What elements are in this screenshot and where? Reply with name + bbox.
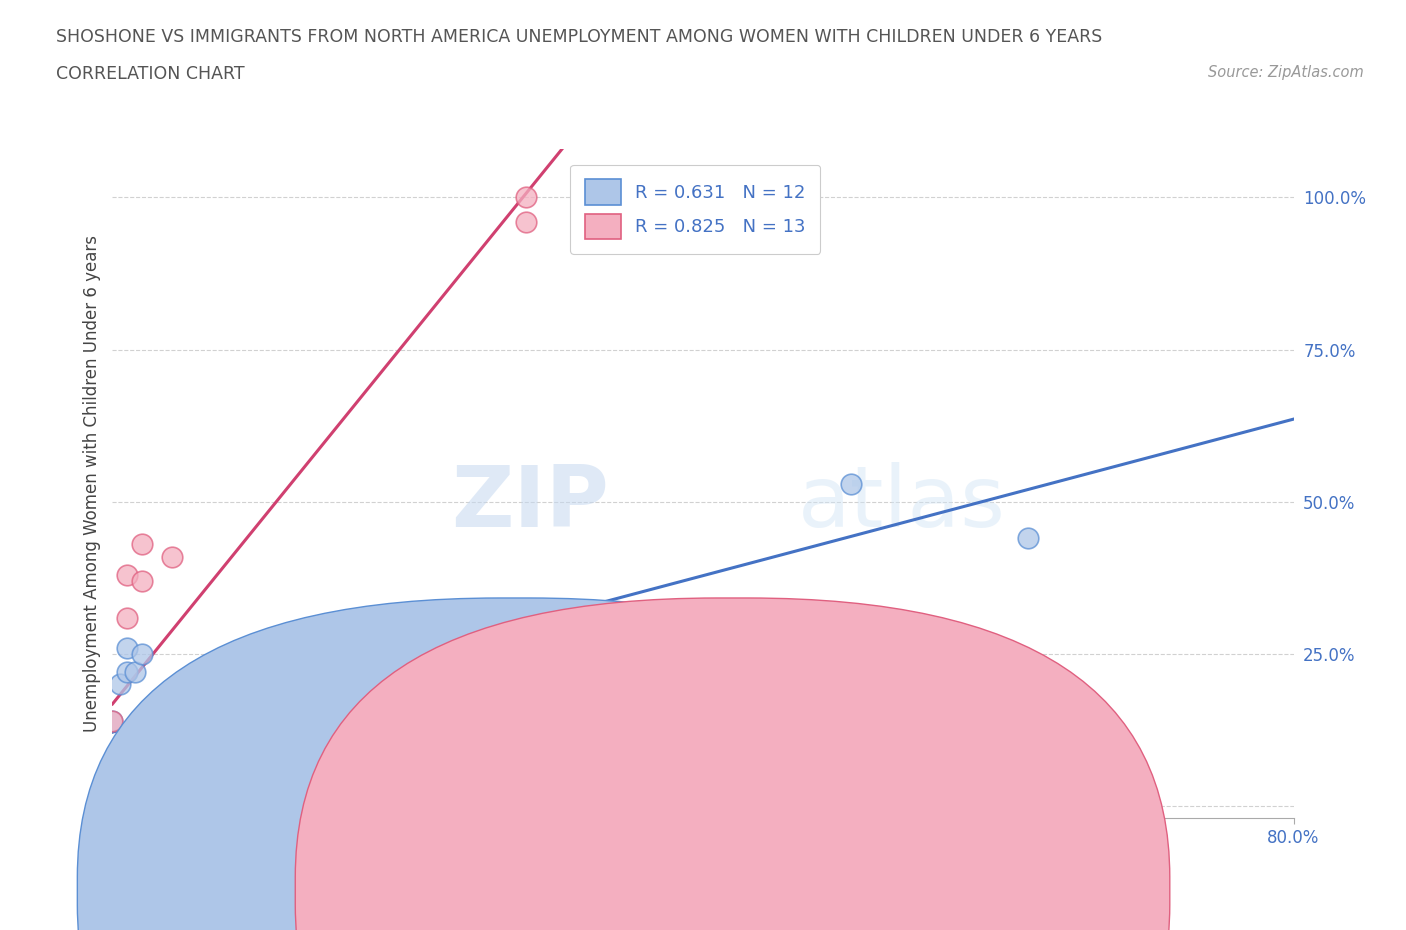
Point [101,799,124,814]
Point [131,537,153,551]
Text: CORRELATION CHART: CORRELATION CHART [56,65,245,83]
Point [101,713,124,728]
Point [117,641,138,656]
Text: Source: ZipAtlas.com: Source: ZipAtlas.com [1208,65,1364,80]
Point [101,799,124,814]
Text: SHOSHONE VS IMMIGRANTS FROM NORTH AMERICA UNEMPLOYMENT AMONG WOMEN WITH CHILDREN: SHOSHONE VS IMMIGRANTS FROM NORTH AMERIC… [56,28,1102,46]
Point [101,756,124,771]
Legend: R = 0.631   N = 12, R = 0.825   N = 13: R = 0.631 N = 12, R = 0.825 N = 13 [571,165,820,254]
Point [117,567,138,582]
Point [117,665,138,680]
Text: Immigrants from North America: Immigrants from North America [756,882,1021,900]
Point [515,190,537,205]
Text: atlas: atlas [797,462,1005,545]
Text: ZIP: ZIP [451,462,609,545]
Point [101,792,124,807]
Point [117,610,138,625]
Point [101,768,124,783]
Text: Shoshone: Shoshone [537,882,619,900]
Point [101,780,124,795]
Point [101,713,124,728]
Point [839,476,862,491]
Point [1017,531,1039,546]
Point [131,574,153,589]
Point [101,792,124,807]
Point [131,646,153,661]
Point [101,787,124,802]
Point [101,799,124,814]
Point [515,215,537,230]
Point [101,768,124,783]
Point [124,665,146,680]
Point [108,677,131,692]
Point [160,550,183,565]
Y-axis label: Unemployment Among Women with Children Under 6 years: Unemployment Among Women with Children U… [83,235,101,732]
